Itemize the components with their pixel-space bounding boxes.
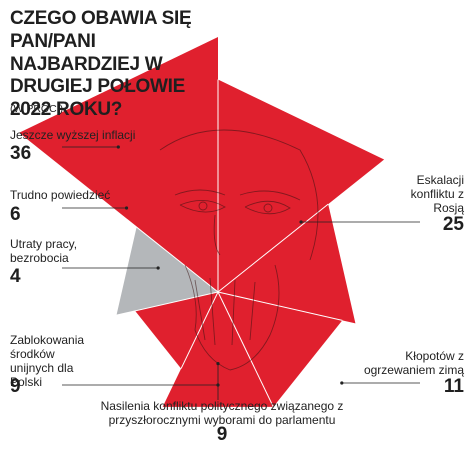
value-label-politics: 9 [216,424,228,445]
face-stroke [179,200,226,213]
value-label-russia: 25 [442,214,464,235]
divider-heating [217,203,329,293]
slice-politics [218,292,343,407]
value-label-inflation: 36 [10,143,32,164]
leader-dot-eu-funds [216,383,220,387]
leader-dot-inflation [116,145,120,149]
category-label-russia: Eskalacji konfliktu z Rosją [410,173,464,216]
leader-dot-russia [299,220,303,224]
face-stroke [159,129,319,261]
face-stroke [239,190,301,201]
category-label-job-loss: Utraty pracy, bezrobocia [10,237,78,266]
leader-dot-dont-know [124,206,129,210]
slice-eu-funds [162,292,274,407]
value-label-job-loss: 4 [10,266,21,287]
face-stroke [184,264,231,371]
divider-dont-know [116,291,219,316]
leader-dot-heating [340,381,344,385]
face-stroke [194,279,206,341]
chart-title: CZEGO OBAWIA SIĘ PAN/PANI NAJBARDZIEJ W … [10,8,192,121]
face-stroke [209,277,216,346]
value-label-eu-funds: 9 [10,376,21,397]
leader-dot-job-loss [156,266,160,270]
divider-eu-funds [217,291,274,408]
category-label-dont-know: Trudno powiedzieć [10,188,111,202]
value-label-heating: 11 [443,376,464,397]
leader-dot-politics [216,362,220,366]
face-illustration [159,129,319,371]
slice-russia [218,79,385,292]
value-label-dont-know: 6 [10,204,21,225]
face-stroke [249,281,256,341]
chart-subtitle: (W PROC.) [10,103,64,115]
chart-slices [18,37,385,407]
face-stroke [231,279,236,346]
face-stroke [174,189,226,196]
face-lines [159,129,319,371]
eye-right [263,203,273,213]
divider-politics [217,291,343,321]
category-label-politics: Nasilenia konfliktu politycznego związan… [100,399,344,428]
category-label-eu-funds: Zablokowania środków unijnych dla Polski [10,333,85,390]
face-stroke [244,200,291,215]
slice-job-loss [135,292,218,369]
leader-lines [62,145,420,400]
slice-inflation [18,37,219,292]
slice-heating [218,204,356,324]
category-label-heating: Kłopotów z ogrzewaniem zimą [363,349,464,378]
slice-dont-know [116,227,218,316]
category-label-inflation: Jeszcze wyższej inflacji [10,128,136,142]
face-stroke [213,214,221,256]
face-stroke [229,264,280,371]
eye-left [198,201,208,211]
